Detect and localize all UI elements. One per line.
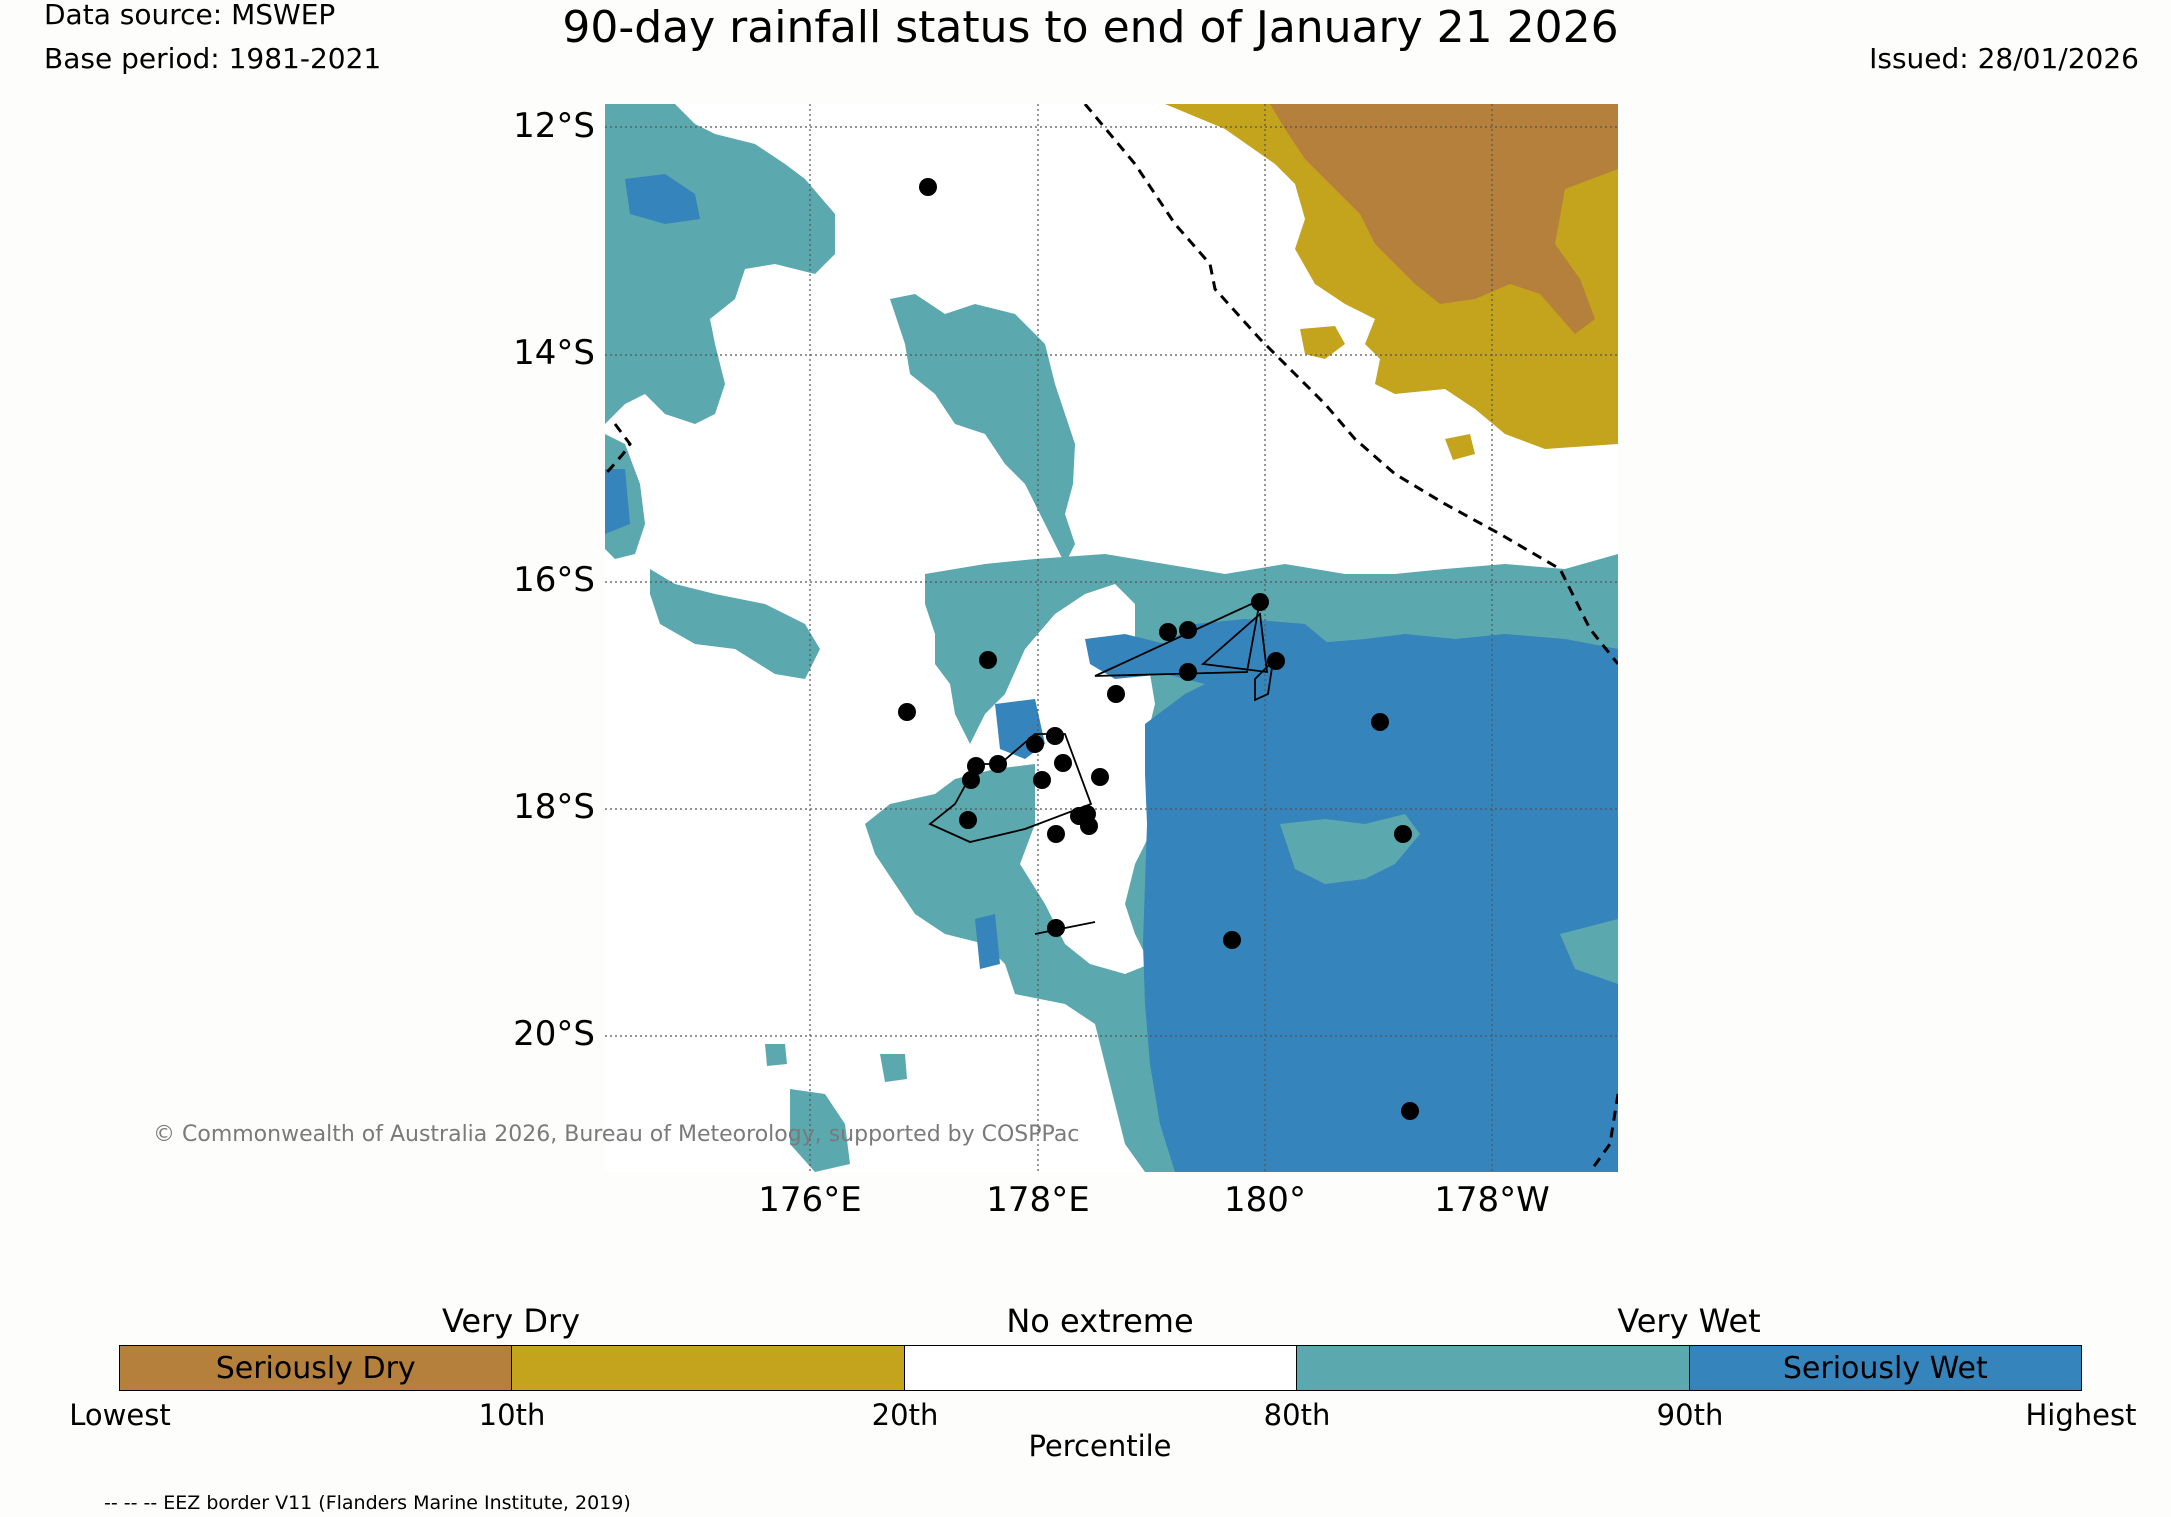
station-marker [989, 755, 1007, 773]
station-marker [1179, 621, 1197, 639]
station-marker [1047, 919, 1065, 937]
lon-label-178e: 178°E [986, 1180, 1090, 1220]
legend-tick-10th: 10th [478, 1398, 546, 1432]
station-marker [898, 703, 916, 721]
lat-label-18s: 18°S [513, 787, 595, 827]
issued-date-label: Issued: 28/01/2026 [1869, 42, 2139, 75]
station-marker [967, 757, 985, 775]
legend-tick-lowest: Lowest [69, 1398, 171, 1432]
rainfall-map [605, 104, 1618, 1172]
station-marker [1033, 771, 1051, 789]
map-title: 90-day rainfall status to end of January… [562, 2, 1619, 53]
very-wet-patch-south-3 [765, 1044, 787, 1066]
station-marker [1159, 623, 1177, 641]
station-marker [1179, 663, 1197, 681]
legend-category-very-dry: Very Dry [441, 1302, 581, 1340]
eez-border [605, 104, 1618, 1172]
very-wet-hole-east [1560, 919, 1618, 984]
lat-label-20s: 20°S [513, 1014, 595, 1054]
copyright-notice: © Commonwealth of Australia 2026, Bureau… [153, 1122, 1080, 1147]
lat-label-14s: 14°S [513, 333, 595, 373]
eez-border-note: -- -- -- EEZ border V11 (Flanders Marine… [104, 1492, 631, 1514]
very-dry-patch [1300, 326, 1345, 359]
station-marker [1080, 817, 1098, 835]
very-wet-patch-south [790, 1089, 850, 1172]
station-marker [1371, 713, 1389, 731]
lat-label-16s: 16°S [513, 560, 595, 600]
station-marker [1026, 735, 1044, 753]
station-marker [1223, 931, 1241, 949]
base-period-label: Base period: 1981-2021 [44, 42, 382, 75]
seriously-dry-region [1270, 104, 1618, 334]
very-wet-region-central-arm [890, 294, 1075, 564]
station-marker [919, 178, 937, 196]
station-marker [979, 651, 997, 669]
very-wet-hole-in-serious-wet [1280, 814, 1420, 884]
percentile-colorbar: Seriously Dry Seriously Wet [119, 1345, 2082, 1391]
station-marker [959, 811, 977, 829]
lon-label-176e: 176°E [758, 1180, 862, 1220]
lon-label-180: 180° [1224, 1180, 1306, 1220]
station-marker [1394, 825, 1412, 843]
seriously-wet-patch-west [605, 469, 630, 534]
graticule [605, 104, 1618, 1172]
station-marker [1046, 727, 1064, 745]
station-marker [1054, 754, 1072, 772]
very-wet-patch-south-2 [880, 1054, 907, 1082]
lon-label-178w: 178°W [1434, 1180, 1550, 1220]
legend-tick-90th: 90th [1656, 1398, 1724, 1432]
lat-label-12s: 12°S [513, 106, 595, 146]
seriously-wet-patch-south [975, 914, 1000, 969]
station-marker [1401, 1102, 1419, 1120]
legend-tick-20th: 20th [871, 1398, 939, 1432]
legend-tick-highest: Highest [2025, 1398, 2137, 1432]
island-outlines [928, 598, 1275, 935]
station-marker [962, 771, 980, 789]
rainfall-map-svg [605, 104, 1618, 1172]
very-dry-patch-2 [1445, 434, 1475, 460]
seriously-wet-region-main [1143, 634, 1618, 1172]
station-marker [1107, 685, 1125, 703]
station-marker [1267, 652, 1285, 670]
legend-category-no-extreme: No extreme [1006, 1302, 1194, 1340]
station-markers [898, 178, 1419, 1120]
station-marker [1047, 825, 1065, 843]
legend-tick-80th: 80th [1263, 1398, 1331, 1432]
legend-category-very-wet: Very Wet [1617, 1302, 1761, 1340]
data-source-label: Data source: MSWEP [44, 0, 336, 31]
colorbar-segment-no-extreme [904, 1346, 1298, 1390]
colorbar-segment-very-dry [512, 1346, 905, 1390]
legend-axis-label: Percentile [1028, 1429, 1172, 1463]
colorbar-segment-very-wet [1297, 1346, 1690, 1390]
colorbar-segment-seriously-wet: Seriously Wet [1689, 1346, 2082, 1390]
seriously-wet-patch-northwest [625, 174, 700, 224]
station-marker [1251, 593, 1269, 611]
station-marker [1091, 768, 1109, 786]
very-wet-region-west-island [650, 569, 820, 679]
colorbar-segment-seriously-dry: Seriously Dry [120, 1346, 513, 1390]
